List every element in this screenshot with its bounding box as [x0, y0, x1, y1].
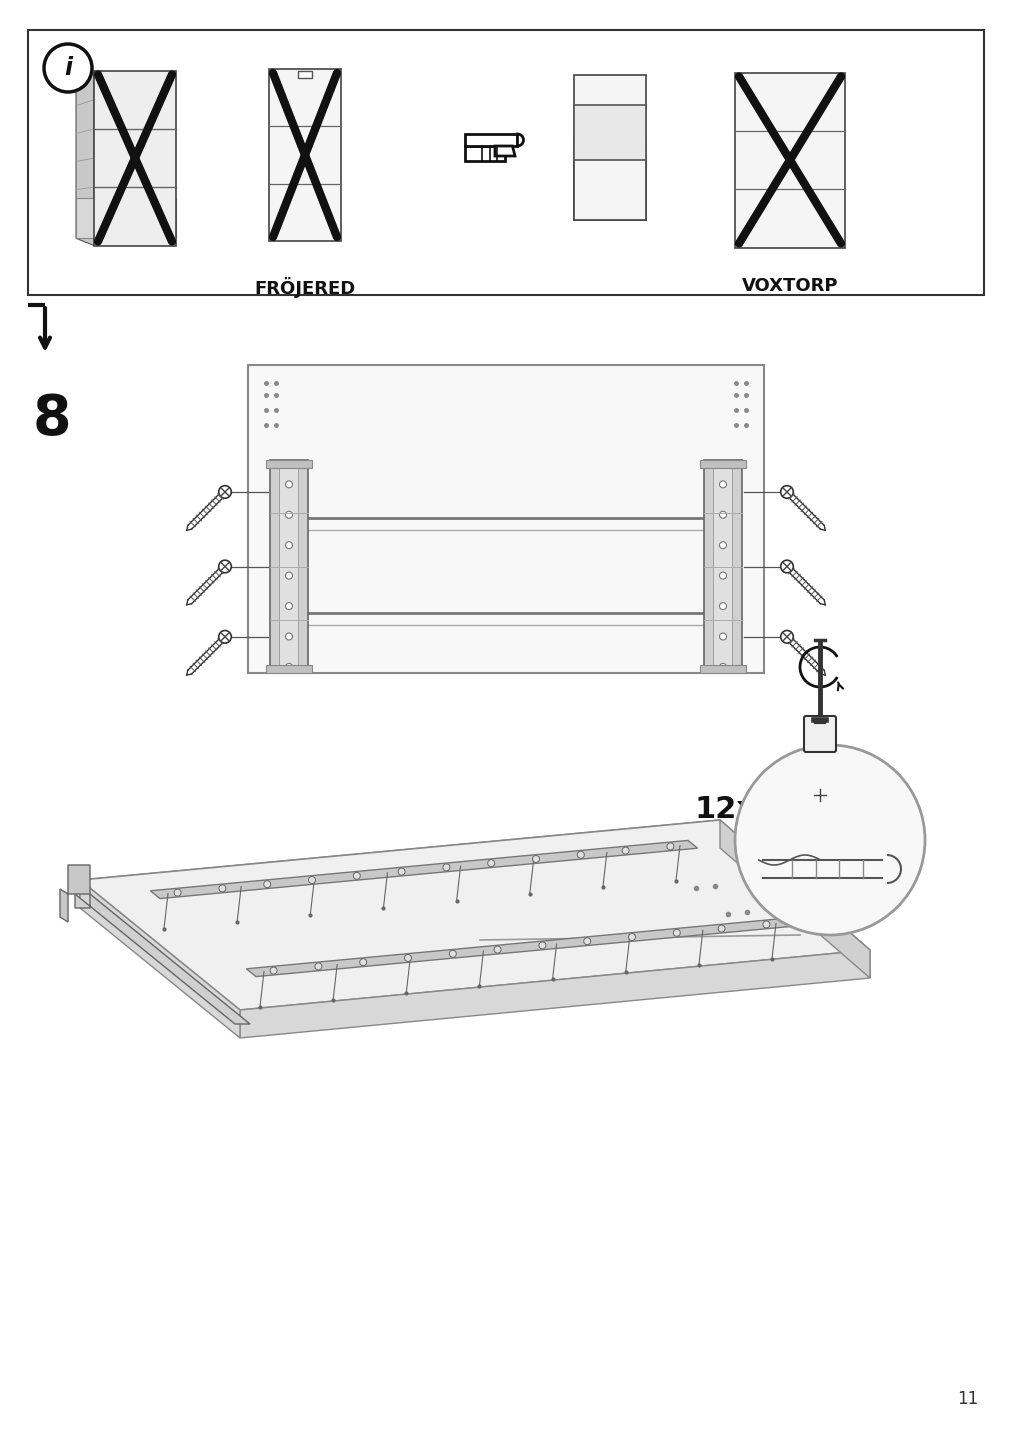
Bar	[94, 70, 176, 245]
Circle shape	[719, 633, 726, 640]
Circle shape	[270, 967, 277, 974]
Circle shape	[174, 889, 181, 896]
FancyBboxPatch shape	[803, 716, 835, 752]
Wedge shape	[517, 135, 523, 146]
Circle shape	[666, 843, 673, 851]
Bar	[270, 460, 307, 673]
Circle shape	[487, 859, 494, 866]
Circle shape	[264, 881, 270, 888]
Bar	[573, 74, 645, 219]
Circle shape	[314, 962, 321, 969]
Circle shape	[285, 603, 292, 610]
Polygon shape	[80, 821, 869, 1010]
Bar	[28, 30, 983, 295]
Polygon shape	[80, 881, 240, 1038]
Text: 11: 11	[955, 1390, 977, 1408]
Circle shape	[43, 44, 92, 92]
Circle shape	[285, 633, 292, 640]
Polygon shape	[151, 841, 697, 899]
Bar	[700, 460, 745, 468]
Circle shape	[718, 925, 725, 932]
Bar	[266, 664, 311, 673]
Circle shape	[719, 511, 726, 518]
Text: FRÖJERED: FRÖJERED	[254, 276, 355, 298]
Circle shape	[285, 573, 292, 579]
Bar	[297, 72, 311, 77]
Bar	[573, 105, 645, 159]
Circle shape	[493, 947, 500, 954]
Bar	[700, 664, 745, 673]
Circle shape	[397, 868, 404, 875]
Polygon shape	[60, 865, 90, 922]
Circle shape	[285, 511, 292, 518]
Text: 12x: 12x	[695, 796, 756, 825]
Circle shape	[628, 934, 635, 941]
Bar	[269, 69, 341, 241]
Polygon shape	[246, 918, 793, 977]
Bar	[266, 460, 311, 468]
Circle shape	[719, 663, 726, 670]
Bar	[573, 137, 645, 219]
Circle shape	[779, 485, 793, 498]
Circle shape	[404, 955, 411, 961]
Circle shape	[719, 603, 726, 610]
Polygon shape	[464, 146, 504, 160]
Polygon shape	[240, 949, 869, 1038]
Circle shape	[218, 885, 225, 892]
Circle shape	[218, 560, 232, 573]
Circle shape	[285, 481, 292, 488]
Bar	[248, 365, 763, 673]
Circle shape	[811, 788, 827, 803]
Circle shape	[285, 663, 292, 670]
Circle shape	[539, 942, 545, 949]
Text: VOXTORP: VOXTORP	[741, 276, 837, 295]
Circle shape	[308, 876, 315, 884]
Circle shape	[353, 872, 360, 879]
Circle shape	[762, 921, 769, 928]
Polygon shape	[464, 135, 517, 146]
Circle shape	[443, 863, 450, 871]
Circle shape	[779, 630, 793, 643]
Circle shape	[532, 855, 539, 862]
Polygon shape	[494, 146, 515, 156]
Bar	[704, 460, 741, 673]
Circle shape	[285, 541, 292, 548]
Polygon shape	[75, 894, 250, 1024]
Circle shape	[734, 745, 924, 935]
Circle shape	[218, 485, 232, 498]
Circle shape	[449, 951, 456, 958]
Circle shape	[576, 851, 583, 858]
Circle shape	[359, 958, 366, 965]
Text: 8: 8	[32, 392, 71, 445]
Circle shape	[719, 541, 726, 548]
Circle shape	[719, 481, 726, 488]
Polygon shape	[719, 821, 869, 978]
Text: 148510: 148510	[893, 826, 903, 863]
Circle shape	[672, 929, 679, 937]
Bar	[76, 198, 176, 238]
Bar	[713, 460, 732, 673]
Polygon shape	[76, 70, 94, 245]
Text: i: i	[64, 56, 72, 80]
Circle shape	[779, 560, 793, 573]
Circle shape	[622, 848, 629, 853]
Bar	[279, 460, 298, 673]
Polygon shape	[80, 821, 719, 908]
Bar	[734, 73, 844, 248]
Circle shape	[218, 630, 232, 643]
Circle shape	[583, 938, 590, 945]
Circle shape	[719, 573, 726, 579]
